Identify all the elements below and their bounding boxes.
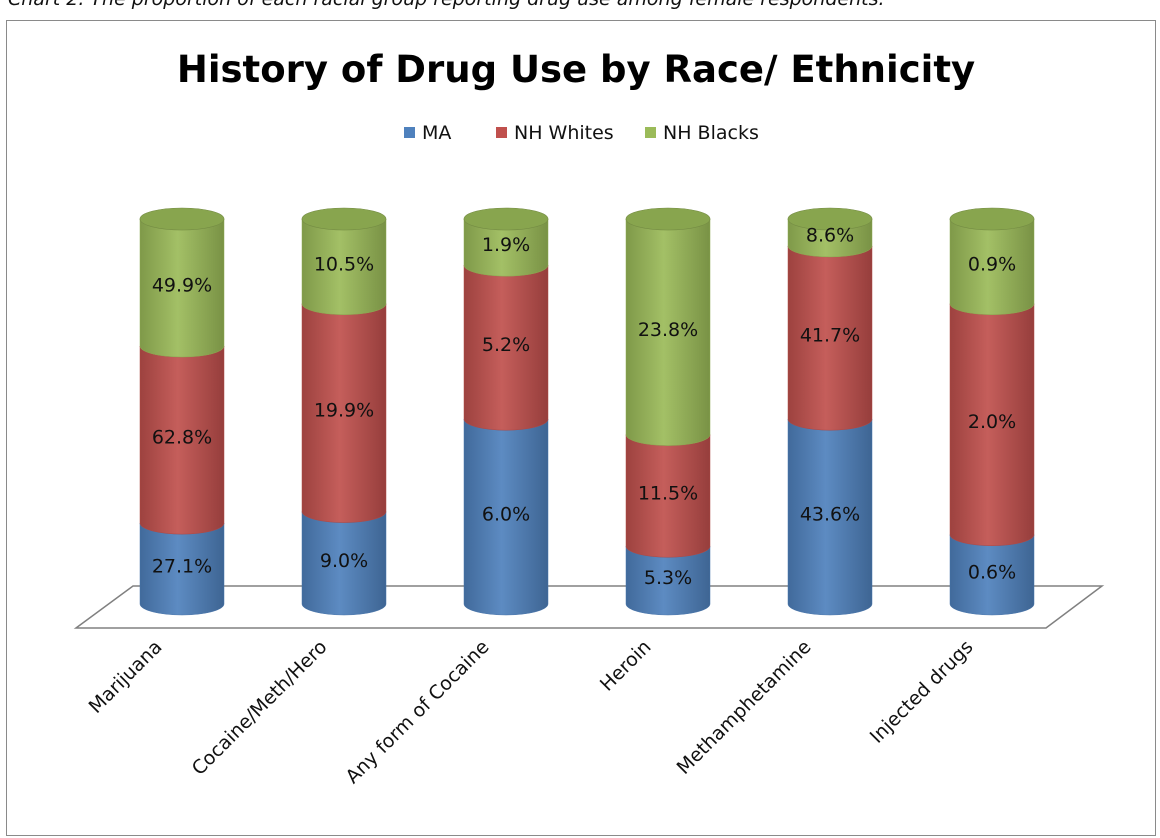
data-label-heroin-nh-whites: 11.5% (638, 482, 698, 504)
bar-any-form-of-cocaine: 6.0% 5.2% 1.9% (463, 207, 549, 616)
cap-injected-drugs (949, 207, 1035, 231)
cap-cocaine-meth-hero (301, 207, 387, 231)
legend-label-nh-blacks: NH Blacks (663, 122, 759, 144)
data-label-heroin-nh-blacks: 23.8% (638, 319, 698, 341)
data-label-marijuana-ma: 27.1% (152, 556, 212, 578)
category-labels: Marijuana Cocaine/Meth/Hero Any form of Co… (85, 636, 978, 788)
data-label-cocaine-meth-hero-nh-whites: 19.9% (314, 400, 374, 422)
data-label-any-form-of-cocaine-ma: 6.0% (482, 504, 530, 526)
bar-heroin: 5.3% 11.5% 23.8% (625, 207, 711, 616)
bar-injected-drugs: 0.6% 2.0% 0.9% (949, 207, 1035, 616)
legend-label-nh-whites: NH Whites (514, 122, 614, 144)
data-label-injected-drugs-nh-blacks: 0.9% (968, 253, 1016, 275)
category-label-cocaine-meth-hero: Cocaine/Meth/Hero (188, 636, 332, 780)
data-label-injected-drugs-ma: 0.6% (968, 561, 1016, 583)
legend-swatch-nh-blacks (645, 127, 656, 138)
cap-marijuana (139, 207, 225, 231)
legend-label-ma: MA (422, 122, 451, 144)
data-label-methamphetamine-ma: 43.6% (800, 504, 860, 526)
data-label-methamphetamine-nh-whites: 41.7% (800, 325, 860, 347)
data-label-any-form-of-cocaine-nh-blacks: 1.9% (482, 234, 530, 256)
bar-marijuana: 27.1% 62.8% 49.9% (139, 207, 225, 616)
data-label-cocaine-meth-hero-ma: 9.0% (320, 550, 368, 572)
data-label-cocaine-meth-hero-nh-blacks: 10.5% (314, 253, 374, 275)
cap-heroin (625, 207, 711, 231)
category-label-heroin: Heroin (596, 636, 656, 696)
floor-plane (73, 585, 1105, 629)
data-label-methamphetamine-nh-blacks: 8.6% (806, 224, 854, 246)
chart-caption: Chart 2. The proportion of each racial g… (8, 0, 885, 10)
legend-swatch-nh-whites (496, 127, 507, 138)
category-label-methamphetamine: Methamphetamine (673, 636, 816, 779)
data-label-heroin-ma: 5.3% (644, 567, 692, 589)
category-label-any-form-of-cocaine: Any form of Cocaine (341, 636, 493, 788)
chart-title: History of Drug Use by Race/ Ethnicity (177, 48, 975, 91)
data-label-marijuana-nh-whites: 62.8% (152, 427, 212, 449)
cap-methamphetamine (787, 207, 873, 231)
legend-swatch-ma (404, 127, 415, 138)
data-label-any-form-of-cocaine-nh-whites: 5.2% (482, 334, 530, 356)
data-label-injected-drugs-nh-whites: 2.0% (968, 411, 1016, 433)
data-label-marijuana-nh-blacks: 49.9% (152, 275, 212, 297)
bar-methamphetamine: 43.6% 41.7% 8.6% (787, 207, 873, 616)
bars: 27.1% 62.8% 49.9% 9.0% 19.9% 10.5% 6.0% 5.2% 1.9… (139, 207, 1035, 616)
category-label-marijuana: Marijuana (85, 636, 167, 718)
cap-any-form-of-cocaine (463, 207, 549, 231)
category-label-injected-drugs: Injected drugs (866, 636, 978, 748)
chart-floor (73, 585, 1105, 629)
legend: MA NH Whites NH Blacks (404, 122, 759, 144)
bar-cocaine-meth-hero: 9.0% 19.9% 10.5% (301, 207, 387, 616)
